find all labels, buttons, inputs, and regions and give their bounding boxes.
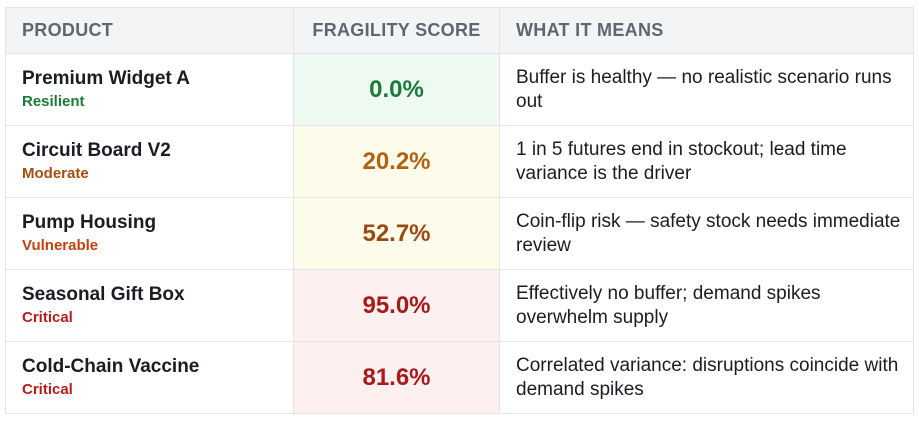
table-row: Pump Housing Vulnerable 52.7% Coin-flip … — [5, 197, 914, 270]
fragility-score-cell: 81.6% — [293, 341, 500, 414]
column-header-fragility-score: FRAGILITY SCORE — [293, 7, 500, 54]
table-row: Seasonal Gift Box Critical 95.0% Effecti… — [5, 269, 914, 342]
table-row: Circuit Board V2 Moderate 20.2% 1 in 5 f… — [5, 125, 914, 198]
product-name: Cold-Chain Vaccine — [22, 356, 200, 377]
product-name: Premium Widget A — [22, 68, 191, 89]
product-cell: Circuit Board V2 Moderate — [5, 125, 294, 198]
product-cell: Seasonal Gift Box Critical — [5, 269, 294, 342]
table-header: PRODUCT FRAGILITY SCORE WHAT IT MEANS — [5, 7, 914, 54]
column-header-what-it-means: WHAT IT MEANS — [499, 7, 914, 54]
meaning-cell: Coin-flip risk — safety stock needs imme… — [499, 197, 914, 270]
product-name: Pump Housing — [22, 212, 157, 233]
fragility-table: PRODUCT FRAGILITY SCORE WHAT IT MEANS Pr… — [5, 7, 914, 414]
product-cell: Premium Widget A Resilient — [5, 53, 294, 126]
status-badge: Resilient — [22, 93, 85, 110]
meaning-cell: Correlated variance: disruptions coincid… — [499, 341, 914, 414]
fragility-score-cell: 20.2% — [293, 125, 500, 198]
fragility-score-cell: 95.0% — [293, 269, 500, 342]
status-badge: Critical — [22, 381, 73, 398]
meaning-cell: 1 in 5 futures end in stockout; lead tim… — [499, 125, 914, 198]
product-cell: Cold-Chain Vaccine Critical — [5, 341, 294, 414]
meaning-cell: Buffer is healthy — no realistic scenari… — [499, 53, 914, 126]
status-badge: Critical — [22, 309, 73, 326]
column-header-product: PRODUCT — [5, 7, 294, 54]
header-row: PRODUCT FRAGILITY SCORE WHAT IT MEANS — [5, 7, 914, 54]
product-name: Circuit Board V2 — [22, 140, 171, 161]
table-body: Premium Widget A Resilient 0.0% Buffer i… — [5, 53, 914, 414]
product-name: Seasonal Gift Box — [22, 284, 185, 305]
product-cell: Pump Housing Vulnerable — [5, 197, 294, 270]
table-row: Premium Widget A Resilient 0.0% Buffer i… — [5, 53, 914, 126]
status-badge: Moderate — [22, 165, 89, 182]
table-row: Cold-Chain Vaccine Critical 81.6% Correl… — [5, 341, 914, 414]
fragility-score-cell: 52.7% — [293, 197, 500, 270]
status-badge: Vulnerable — [22, 237, 99, 254]
meaning-cell: Effectively no buffer; demand spikes ove… — [499, 269, 914, 342]
fragility-score-cell: 0.0% — [293, 53, 500, 126]
